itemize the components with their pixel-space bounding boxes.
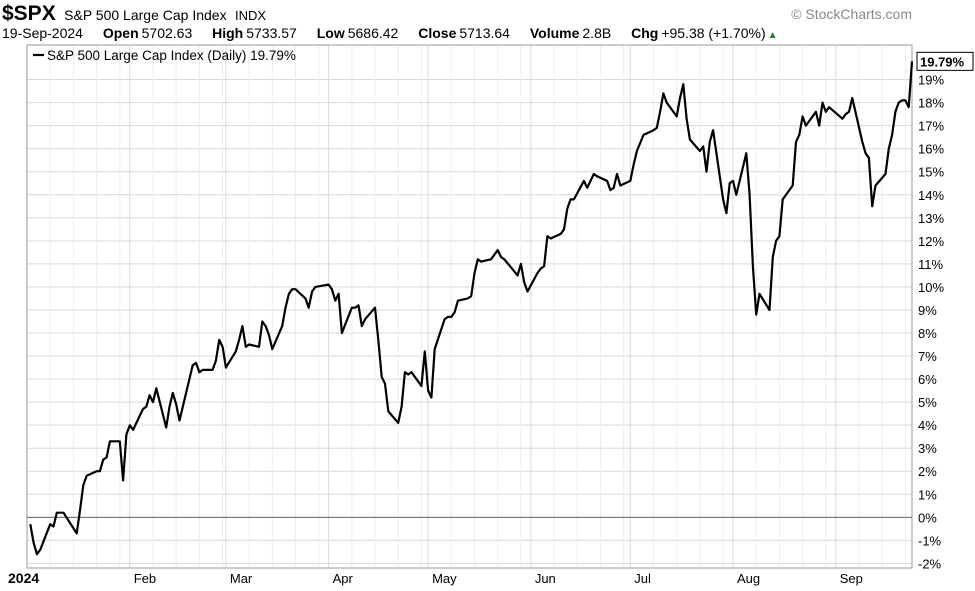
y-tick-label: 10% xyxy=(918,280,944,295)
x-tick-label: Sep xyxy=(840,571,863,586)
x-tick-label: May xyxy=(432,571,457,586)
y-axis: -2% -1% 0% 1% 2% 3% 4% 5% 6% 7% 8% 9% 10% 11% 12% 13% 14… xyxy=(918,73,944,572)
quote-date: 19-Sep-2024 xyxy=(2,25,83,41)
y-tick-label: 1% xyxy=(918,487,937,502)
index-name: S&P 500 Large Cap Index xyxy=(64,7,227,23)
y-tick-label: 6% xyxy=(918,372,937,387)
x-tick-label: Jul xyxy=(634,571,651,586)
y-tick-label: 17% xyxy=(918,119,944,134)
x-axis: 2024 Feb Mar Apr May Jun Jul Aug Sep xyxy=(8,570,863,586)
x-tick-label: Aug xyxy=(737,571,760,586)
y-tick-label: 8% xyxy=(918,326,937,341)
open-label: Open xyxy=(102,25,139,41)
y-tick-label: 4% xyxy=(918,418,937,433)
open-value: 5702.63 xyxy=(141,25,193,41)
x-tick-label: Jun xyxy=(535,571,556,586)
y-tick-label: 9% xyxy=(918,303,937,318)
y-tick-label: -1% xyxy=(918,533,942,548)
y-tick-label: 7% xyxy=(918,349,937,364)
y-tick-label: 16% xyxy=(918,142,944,157)
close-label: Close xyxy=(418,25,457,41)
y-tick-label: 0% xyxy=(918,510,937,525)
high-label: High xyxy=(212,25,244,41)
up-arrow-icon: ▲ xyxy=(767,30,778,41)
change-value: +95.38 (+1.70%) xyxy=(661,25,766,41)
y-tick-label: 2% xyxy=(918,464,937,479)
y-tick-label: 12% xyxy=(918,234,944,249)
exchange-label: INDX xyxy=(235,8,267,23)
chart-grid xyxy=(27,45,912,568)
x-tick-label: Mar xyxy=(230,571,253,586)
close-value: 5713.64 xyxy=(459,25,510,41)
last-value-label: 19.79% xyxy=(920,54,965,69)
brand-watermark: © StockCharts.com xyxy=(791,6,912,22)
chart-header: $SPX S&P 500 Large Cap Index INDX xyxy=(2,2,266,28)
y-tick-label: -2% xyxy=(918,556,942,571)
legend: S&P 500 Large Cap Index (Daily) 19.79% xyxy=(33,48,296,63)
high-value: 5733.57 xyxy=(246,25,297,41)
ticker-symbol: $SPX xyxy=(2,2,56,25)
x-tick-label: Apr xyxy=(333,571,354,586)
y-tick-label: 13% xyxy=(918,211,944,226)
last-value-box xyxy=(916,51,974,71)
y-tick-label: 18% xyxy=(918,96,944,111)
y-tick-label: 19% xyxy=(918,73,944,88)
plot-frame xyxy=(26,44,913,569)
series-line xyxy=(29,61,914,556)
y-tick-label: 14% xyxy=(918,188,944,203)
last-value-badge: 19.79% xyxy=(916,51,974,71)
change-label: Chg xyxy=(631,25,659,41)
y-tick-label: 5% xyxy=(918,395,937,410)
legend-label: S&P 500 Large Cap Index (Daily) 19.79% xyxy=(47,48,296,63)
y-tick-label: 11% xyxy=(918,257,943,272)
volume-value: 2.8B xyxy=(582,25,612,41)
x-tick-label: 2024 xyxy=(8,570,39,586)
quote-line: 19-Sep-2024 Open 5702.63 High 5733.57 Low 5… xyxy=(2,25,778,41)
low-value: 5686.42 xyxy=(347,25,399,41)
x-tick-label: Feb xyxy=(134,571,156,586)
y-tick-label: 15% xyxy=(918,165,944,180)
y-tick-label: 3% xyxy=(918,441,937,456)
volume-label: Volume xyxy=(529,25,580,41)
low-label: Low xyxy=(316,25,345,41)
